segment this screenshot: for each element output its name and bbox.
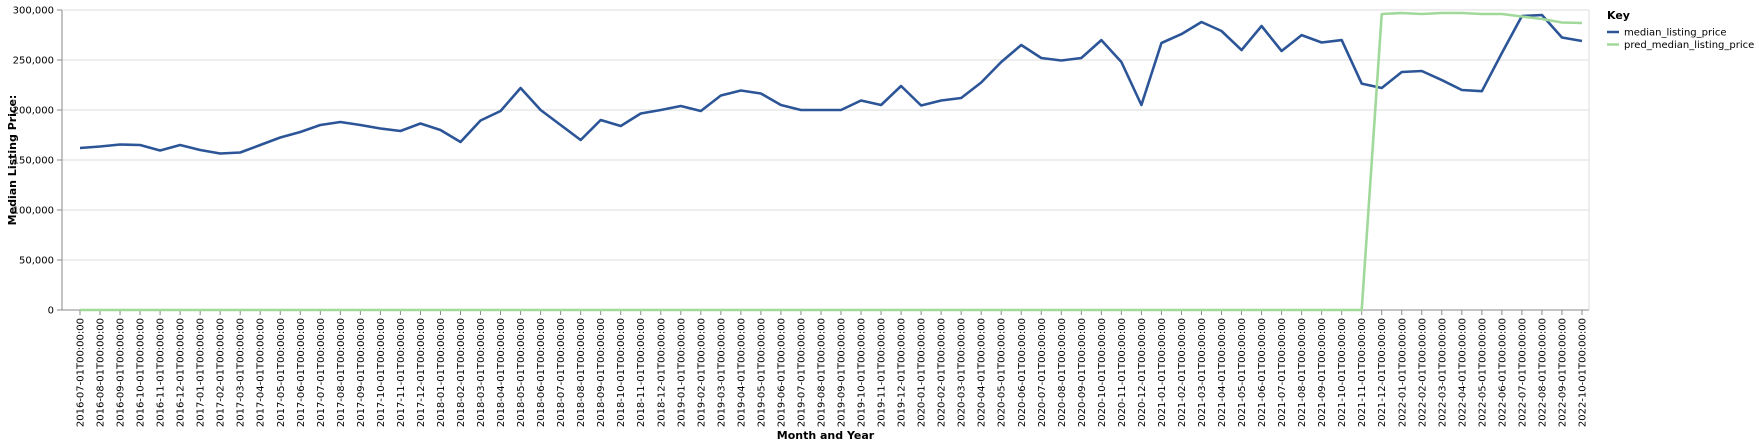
gridlines — [62, 9, 1589, 311]
series-lines — [79, 11, 1583, 312]
x-tick-label: 2017-06-01T00:00:00 — [296, 318, 307, 427]
x-tick-label: 2016-07-01T00:00:00 — [76, 318, 87, 427]
y-tick-label: 200,000 — [13, 106, 54, 117]
x-tick-label: 2019-01-01T00:00:00 — [676, 318, 687, 427]
x-tick-label: 2017-08-01T00:00:00 — [336, 318, 347, 427]
x-tick-label: 2019-06-01T00:00:00 — [776, 318, 787, 427]
legend-label: median_listing_price — [1624, 28, 1727, 39]
x-tick-label: 2021-11-01T00:00:00 — [1357, 318, 1368, 427]
x-tick-label: 2019-05-01T00:00:00 — [756, 318, 767, 427]
x-tick-label: 2020-06-01T00:00:00 — [1017, 318, 1028, 427]
x-tick-label: 2021-03-01T00:00:00 — [1197, 318, 1208, 427]
x-tick-label: 2019-11-01T00:00:00 — [877, 318, 888, 427]
x-tick-label: 2020-10-01T00:00:00 — [1097, 318, 1108, 427]
x-tick-label: 2022-09-01T00:00:00 — [1557, 318, 1568, 427]
x-tick-label: 2017-11-01T00:00:00 — [396, 318, 407, 427]
x-tick-label: 2018-10-01T00:00:00 — [616, 318, 627, 427]
x-tick-label: 2022-01-01T00:00:00 — [1397, 318, 1408, 427]
x-tick-label: 2017-01-01T00:00:00 — [196, 318, 207, 427]
x-tick-label: 2020-01-01T00:00:00 — [917, 318, 928, 427]
x-tick-label: 2021-10-01T00:00:00 — [1337, 318, 1348, 427]
x-tick-label: 2017-07-01T00:00:00 — [316, 318, 327, 427]
x-tick-label: 2019-03-01T00:00:00 — [716, 318, 727, 427]
x-tick-label: 2018-12-01T00:00:00 — [656, 318, 667, 427]
x-tick-label: 2021-05-01T00:00:00 — [1237, 318, 1248, 427]
x-tick-label: 2020-07-01T00:00:00 — [1037, 318, 1048, 427]
x-tick-label: 2020-09-01T00:00:00 — [1077, 318, 1088, 427]
x-tick-label: 2018-09-01T00:00:00 — [596, 318, 607, 427]
x-tick-label: 2020-11-01T00:00:00 — [1117, 318, 1128, 427]
x-tick-label: 2017-12-01T00:00:00 — [416, 318, 427, 427]
x-tick-label: 2021-12-01T00:00:00 — [1377, 318, 1388, 427]
x-tick-label: 2019-08-01T00:00:00 — [816, 318, 827, 427]
legend: Key median_listing_pricepred_median_list… — [1607, 9, 1754, 51]
x-tick-label: 2020-02-01T00:00:00 — [937, 318, 948, 427]
series-line-pred_median_listing_price — [80, 11, 1583, 312]
x-tick-label: 2018-06-01T00:00:00 — [536, 318, 547, 427]
legend-title: Key — [1607, 9, 1630, 22]
x-tick-label: 2022-10-01T00:00:00 — [1578, 318, 1589, 427]
x-tick-label: 2017-05-01T00:00:00 — [276, 318, 287, 427]
x-tick-label: 2019-07-01T00:00:00 — [796, 318, 807, 427]
x-axis-ticks: 2016-07-01T00:00:00 2016-08-01T00:00:00 20… — [76, 310, 1589, 427]
x-tick-label: 2022-07-01T00:00:00 — [1517, 318, 1528, 427]
x-tick-label: 2021-06-01T00:00:00 — [1257, 318, 1268, 427]
y-tick-label: 50,000 — [19, 256, 54, 267]
x-tick-label: 2022-02-01T00:00:00 — [1417, 318, 1428, 427]
x-tick-label: 2021-04-01T00:00:00 — [1217, 318, 1228, 427]
x-tick-label: 2019-12-01T00:00:00 — [897, 318, 908, 427]
x-tick-label: 2020-12-01T00:00:00 — [1137, 318, 1148, 427]
x-tick-label: 2017-02-01T00:00:00 — [216, 318, 227, 427]
x-tick-label: 2022-08-01T00:00:00 — [1537, 318, 1548, 427]
x-tick-label: 2021-01-01T00:00:00 — [1157, 318, 1168, 427]
x-tick-label: 2018-03-01T00:00:00 — [476, 318, 487, 427]
series-line-median_listing_price — [79, 13, 1583, 155]
y-axis-title: Median Listing Price: — [6, 95, 19, 226]
x-tick-label: 2022-04-01T00:00:00 — [1457, 318, 1468, 427]
y-tick-label: 100,000 — [13, 206, 54, 217]
x-tick-label: 2019-10-01T00:00:00 — [857, 318, 868, 427]
x-tick-label: 2016-08-01T00:00:00 — [96, 318, 107, 427]
x-tick-label: 2016-12-01T00:00:00 — [176, 318, 187, 427]
x-tick-label: 2017-10-01T00:00:00 — [376, 318, 387, 427]
x-tick-label: 2022-05-01T00:00:00 — [1477, 318, 1488, 427]
x-tick-label: 2021-09-01T00:00:00 — [1317, 318, 1328, 427]
x-tick-label: 2018-01-01T00:00:00 — [436, 318, 447, 427]
x-tick-label: 2022-06-01T00:00:00 — [1497, 318, 1508, 427]
x-tick-label: 2022-03-01T00:00:00 — [1437, 318, 1448, 427]
legend-label: pred_median_listing_price — [1624, 40, 1754, 51]
x-tick-label: 2016-11-01T00:00:00 — [156, 318, 167, 427]
y-tick-label: 300,000 — [13, 6, 54, 17]
x-tick-label: 2017-03-01T00:00:00 — [236, 318, 247, 427]
x-tick-label: 2018-05-01T00:00:00 — [516, 318, 527, 427]
x-tick-label: 2017-09-01T00:00:00 — [356, 318, 367, 427]
x-tick-label: 2018-02-01T00:00:00 — [456, 318, 467, 427]
y-tick-label: 250,000 — [13, 56, 54, 67]
x-tick-label: 2018-08-01T00:00:00 — [576, 318, 587, 427]
x-tick-label: 2019-04-01T00:00:00 — [736, 318, 747, 427]
x-tick-label: 2021-07-01T00:00:00 — [1277, 318, 1288, 427]
x-tick-label: 2018-07-01T00:00:00 — [556, 318, 567, 427]
y-axis-ticks: 0 50,000 100,000 150,000 200,000 250,000 300,0… — [13, 6, 62, 317]
x-tick-label: 2020-08-01T00:00:00 — [1057, 318, 1068, 427]
x-tick-label: 2021-02-01T00:00:00 — [1177, 318, 1188, 427]
x-tick-label: 2020-03-01T00:00:00 — [957, 318, 968, 427]
x-tick-label: 2020-04-01T00:00:00 — [977, 318, 988, 427]
x-tick-label: 2016-10-01T00:00:00 — [136, 318, 147, 427]
x-axis-title: Month and Year — [777, 429, 875, 442]
x-tick-label: 2021-08-01T00:00:00 — [1297, 318, 1308, 427]
x-tick-label: 2017-04-01T00:00:00 — [256, 318, 267, 427]
x-tick-label: 2016-09-01T00:00:00 — [116, 318, 127, 427]
y-tick-label: 150,000 — [13, 156, 54, 167]
x-tick-label: 2020-05-01T00:00:00 — [997, 318, 1008, 427]
x-tick-label: 2018-11-01T00:00:00 — [636, 318, 647, 427]
x-tick-label: 2019-02-01T00:00:00 — [696, 318, 707, 427]
legend-items: median_listing_pricepred_median_listing_… — [1607, 28, 1754, 51]
x-tick-label: 2018-04-01T00:00:00 — [496, 318, 507, 427]
x-tick-label: 2019-09-01T00:00:00 — [837, 318, 848, 427]
y-tick-label: 0 — [48, 306, 54, 317]
